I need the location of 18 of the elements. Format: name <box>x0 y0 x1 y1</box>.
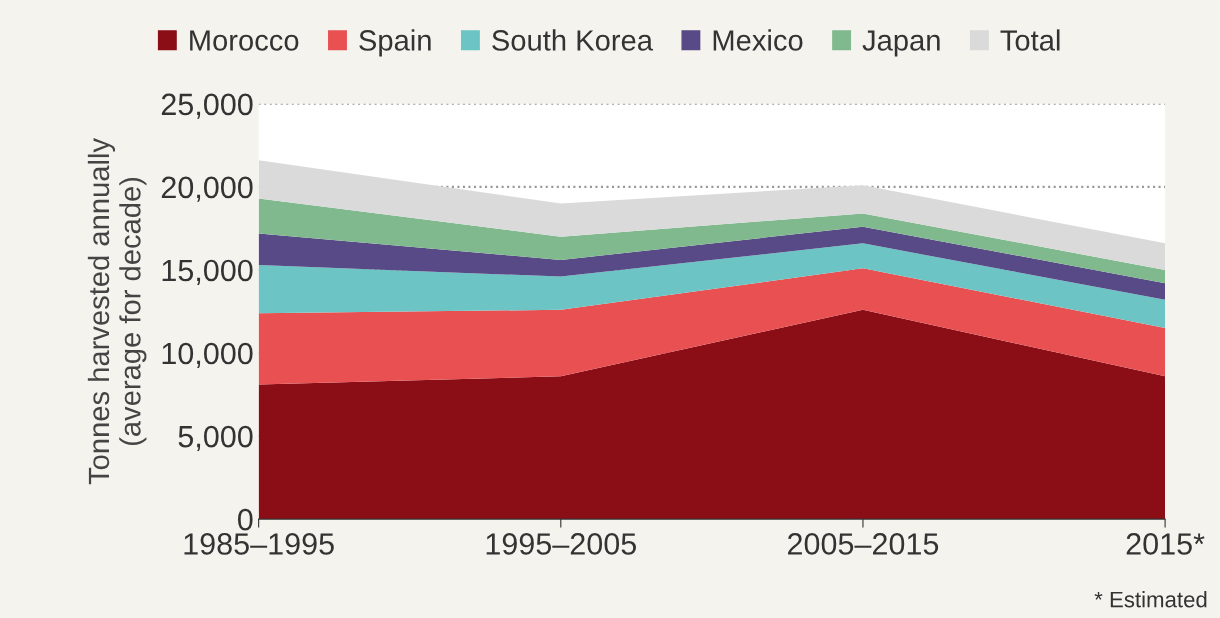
x-tick-label: 2015* <box>1126 533 1205 555</box>
y-axis-title: Tonnes harvested annually (average for decade) <box>87 138 147 485</box>
x-tick-label: 1995–2005 <box>486 533 636 555</box>
text: * Estimated <box>1094 591 1207 608</box>
legend-label: South Korea <box>492 29 653 51</box>
legend-label: Mexico <box>713 29 803 51</box>
y-tick-label: 10,000 <box>162 342 253 368</box>
y-tick-label: 15,000 <box>162 259 253 285</box>
legend-label: Japan <box>862 30 940 57</box>
legend-label: Morocco <box>190 30 299 51</box>
y-tick-label: 25,000 <box>161 93 253 119</box>
x-tick-label: 1985–1995 <box>184 533 334 555</box>
legend-label: Total <box>1000 29 1060 51</box>
y-tick-label: 20,000 <box>161 176 253 202</box>
y-tick-label: 5,000 <box>178 425 253 452</box>
x-tick-label: 2005–2015 <box>788 533 939 555</box>
legend-label: Spain <box>359 29 431 57</box>
y-tick-label: 0 <box>237 508 253 531</box>
